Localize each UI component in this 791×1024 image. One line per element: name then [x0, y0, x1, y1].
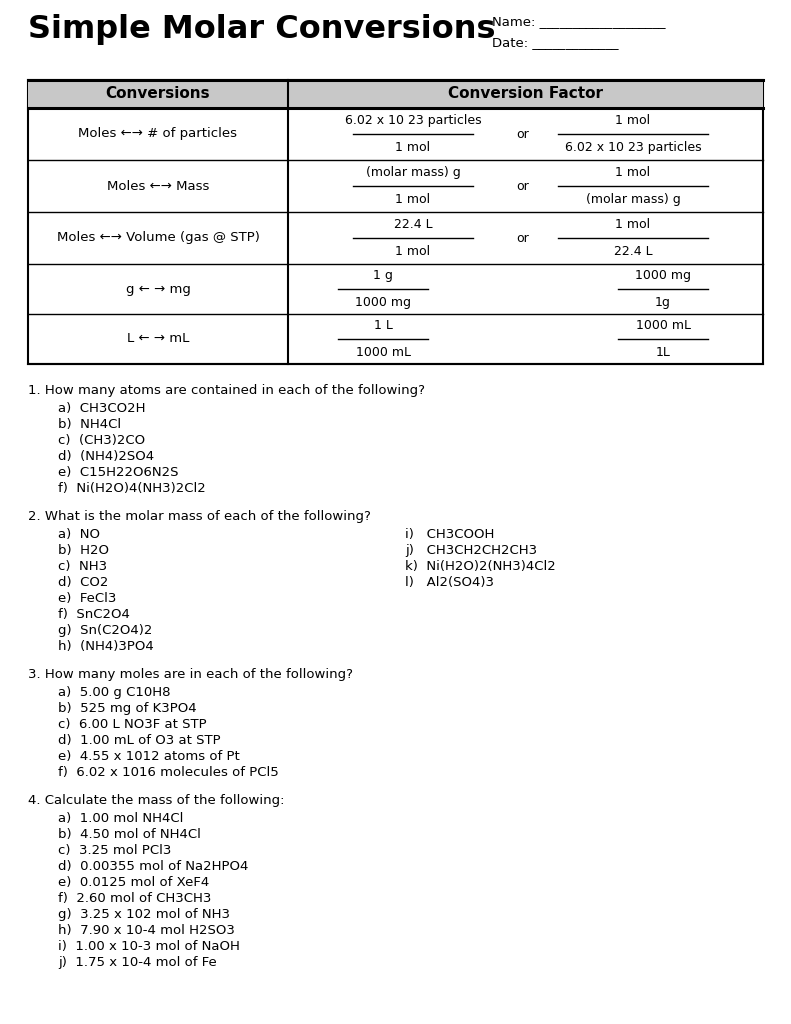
- Text: j)   CH3CH2CH2CH3: j) CH3CH2CH2CH3: [405, 544, 537, 557]
- Text: 3. How many moles are in each of the following?: 3. How many moles are in each of the fol…: [28, 668, 353, 681]
- Text: 4. Calculate the mass of the following:: 4. Calculate the mass of the following:: [28, 794, 285, 807]
- Text: h)  (NH4)3PO4: h) (NH4)3PO4: [58, 640, 153, 653]
- Text: 6.02 x 10 23 particles: 6.02 x 10 23 particles: [565, 141, 702, 154]
- Text: (molar mass) g: (molar mass) g: [585, 193, 680, 206]
- Text: Conversion Factor: Conversion Factor: [448, 86, 603, 101]
- Text: i)  1.00 x 10-3 mol of NaOH: i) 1.00 x 10-3 mol of NaOH: [58, 940, 240, 953]
- Text: 1000 mL: 1000 mL: [635, 319, 691, 332]
- Text: 1 mol: 1 mol: [396, 193, 430, 206]
- Text: 1 mol: 1 mol: [615, 114, 650, 127]
- Text: 1 mol: 1 mol: [396, 245, 430, 258]
- Text: 1000 mg: 1000 mg: [355, 296, 411, 309]
- Text: g ← → mg: g ← → mg: [126, 283, 191, 296]
- Text: 1 g: 1 g: [373, 269, 393, 282]
- Text: Date: _____________: Date: _____________: [492, 36, 619, 49]
- Bar: [28, 80, 763, 364]
- Text: b)  H2O: b) H2O: [58, 544, 109, 557]
- Text: 1L: 1L: [656, 346, 671, 359]
- Text: L ← → mL: L ← → mL: [127, 333, 189, 345]
- Text: 22.4 L: 22.4 L: [394, 218, 433, 231]
- Text: f)  SnC2O4: f) SnC2O4: [58, 608, 130, 621]
- Text: 1 mol: 1 mol: [615, 166, 650, 179]
- Text: 1000 mL: 1000 mL: [355, 346, 411, 359]
- Text: a)  CH3CO2H: a) CH3CO2H: [58, 402, 146, 415]
- Text: 1 mol: 1 mol: [615, 218, 650, 231]
- Text: or: or: [517, 128, 529, 140]
- Text: Moles ←→ Volume (gas @ STP): Moles ←→ Volume (gas @ STP): [57, 231, 259, 245]
- Text: Conversions: Conversions: [106, 86, 210, 101]
- Text: 1000 mg: 1000 mg: [635, 269, 691, 282]
- Text: Moles ←→ # of particles: Moles ←→ # of particles: [78, 128, 237, 140]
- Text: 2. What is the molar mass of each of the following?: 2. What is the molar mass of each of the…: [28, 510, 371, 523]
- Text: j)  1.75 x 10-4 mol of Fe: j) 1.75 x 10-4 mol of Fe: [58, 956, 217, 969]
- Text: g)  3.25 x 102 mol of NH3: g) 3.25 x 102 mol of NH3: [58, 908, 230, 921]
- Bar: [28, 80, 763, 108]
- Text: 1. How many atoms are contained in each of the following?: 1. How many atoms are contained in each …: [28, 384, 425, 397]
- Text: b)  4.50 mol of NH4Cl: b) 4.50 mol of NH4Cl: [58, 828, 201, 841]
- Text: (molar mass) g: (molar mass) g: [365, 166, 460, 179]
- Text: d)  CO2: d) CO2: [58, 575, 108, 589]
- Text: f)  6.02 x 1016 molecules of PCl5: f) 6.02 x 1016 molecules of PCl5: [58, 766, 278, 779]
- Text: e)  FeCl3: e) FeCl3: [58, 592, 116, 605]
- Text: 1 L: 1 L: [373, 319, 392, 332]
- Text: d)  1.00 mL of O3 at STP: d) 1.00 mL of O3 at STP: [58, 734, 221, 746]
- Text: g)  Sn(C2O4)2: g) Sn(C2O4)2: [58, 624, 153, 637]
- Text: 1 mol: 1 mol: [396, 141, 430, 154]
- Text: b)  NH4Cl: b) NH4Cl: [58, 418, 121, 431]
- Text: a)  5.00 g C10H8: a) 5.00 g C10H8: [58, 686, 171, 699]
- Text: d)  (NH4)2SO4: d) (NH4)2SO4: [58, 450, 154, 463]
- Text: e)  0.0125 mol of XeF4: e) 0.0125 mol of XeF4: [58, 876, 210, 889]
- Text: or: or: [517, 179, 529, 193]
- Text: 22.4 L: 22.4 L: [614, 245, 653, 258]
- Text: i)   CH3COOH: i) CH3COOH: [405, 528, 494, 541]
- Text: e)  4.55 x 1012 atoms of Pt: e) 4.55 x 1012 atoms of Pt: [58, 750, 240, 763]
- Text: d)  0.00355 mol of Na2HPO4: d) 0.00355 mol of Na2HPO4: [58, 860, 248, 873]
- Text: f)  2.60 mol of CH3CH3: f) 2.60 mol of CH3CH3: [58, 892, 211, 905]
- Text: h)  7.90 x 10-4 mol H2SO3: h) 7.90 x 10-4 mol H2SO3: [58, 924, 235, 937]
- Text: f)  Ni(H2O)4(NH3)2Cl2: f) Ni(H2O)4(NH3)2Cl2: [58, 482, 206, 495]
- Text: c)  6.00 L NO3F at STP: c) 6.00 L NO3F at STP: [58, 718, 206, 731]
- Text: c)  (CH3)2CO: c) (CH3)2CO: [58, 434, 145, 447]
- Text: a)  NO: a) NO: [58, 528, 100, 541]
- Text: e)  C15H22O6N2S: e) C15H22O6N2S: [58, 466, 179, 479]
- Text: Simple Molar Conversions: Simple Molar Conversions: [28, 14, 495, 45]
- Text: c)  NH3: c) NH3: [58, 560, 107, 573]
- Text: 1g: 1g: [655, 296, 671, 309]
- Text: b)  525 mg of K3PO4: b) 525 mg of K3PO4: [58, 702, 197, 715]
- Text: a)  1.00 mol NH4Cl: a) 1.00 mol NH4Cl: [58, 812, 184, 825]
- Text: or: or: [517, 231, 529, 245]
- Text: l)   Al2(SO4)3: l) Al2(SO4)3: [405, 575, 494, 589]
- Text: 6.02 x 10 23 particles: 6.02 x 10 23 particles: [345, 114, 481, 127]
- Text: Name: ___________________: Name: ___________________: [492, 15, 665, 28]
- Text: Moles ←→ Mass: Moles ←→ Mass: [107, 179, 209, 193]
- Text: c)  3.25 mol PCl3: c) 3.25 mol PCl3: [58, 844, 172, 857]
- Text: k)  Ni(H2O)2(NH3)4Cl2: k) Ni(H2O)2(NH3)4Cl2: [405, 560, 556, 573]
